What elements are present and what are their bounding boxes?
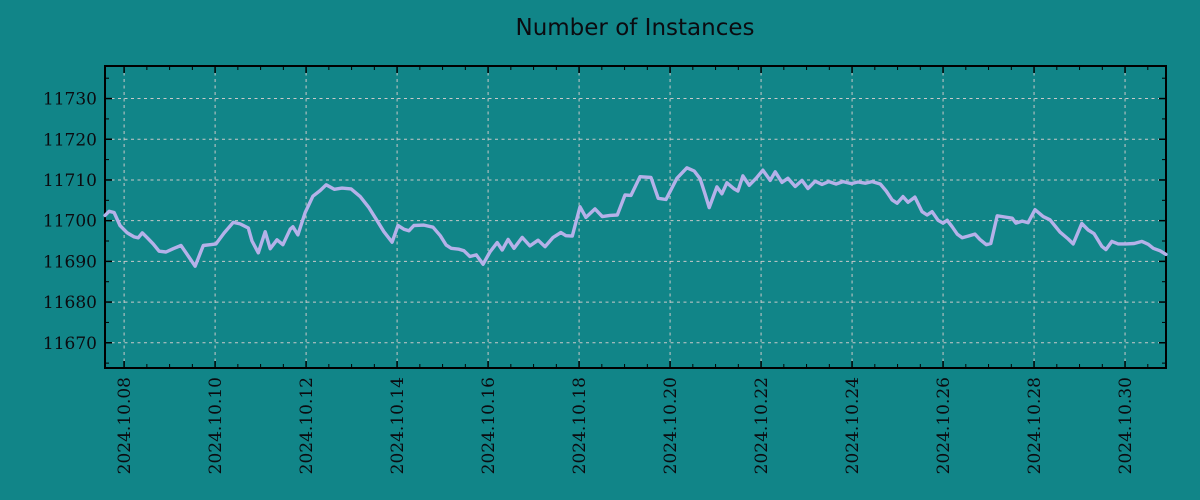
y-tick-label: 11700: [43, 212, 97, 232]
x-tick-label: 2024.10.28: [1025, 377, 1045, 474]
y-tick-label: 11710: [43, 171, 97, 191]
y-tick-label: 11730: [43, 90, 97, 110]
x-tick-label: 2024.10.16: [479, 377, 499, 474]
y-tick-label: 11720: [43, 130, 97, 150]
x-tick-label: 2024.10.26: [934, 377, 954, 474]
x-tick-label: 2024.10.10: [206, 377, 226, 474]
chart-title: Number of Instances: [515, 15, 755, 41]
y-tick-label: 11690: [43, 252, 97, 272]
x-tick-label: 2024.10.18: [570, 377, 590, 474]
x-tick-label: 2024.10.22: [752, 377, 772, 474]
chart-line: [103, 166, 1168, 268]
x-tick-label: 2024.10.24: [843, 377, 863, 474]
x-tick-label: 2024.10.20: [661, 377, 681, 474]
x-tick-label: 2024.10.30: [1116, 377, 1136, 474]
y-tick-label: 11670: [43, 334, 97, 354]
x-tick-label: 2024.10.14: [388, 377, 408, 474]
x-tick-label: 2024.10.08: [115, 377, 135, 474]
x-tick-label: 2024.10.12: [297, 377, 317, 474]
y-tick-label: 11680: [43, 293, 97, 313]
